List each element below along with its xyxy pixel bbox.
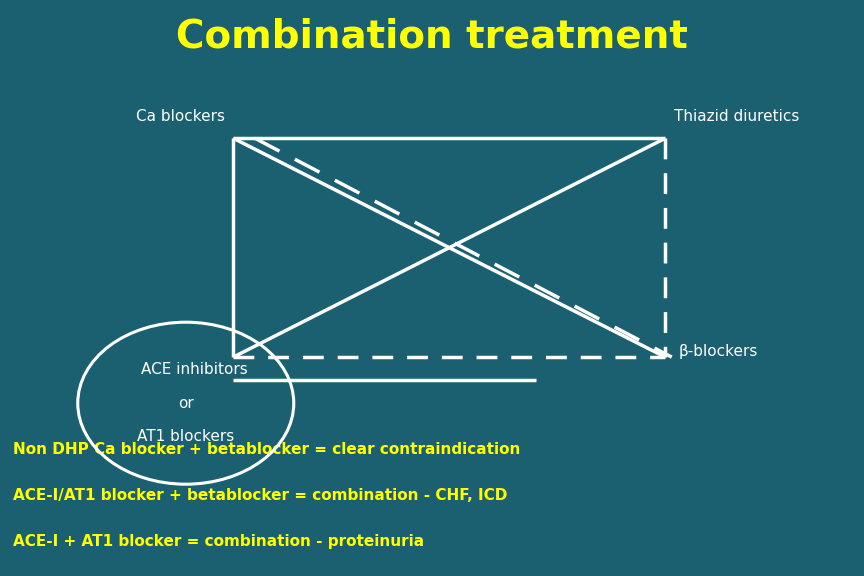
Text: ACE inhibitors: ACE inhibitors xyxy=(141,362,248,377)
Text: Thiazid diuretics: Thiazid diuretics xyxy=(674,109,799,124)
Text: ACE-I + AT1 blocker = combination - proteinuria: ACE-I + AT1 blocker = combination - prot… xyxy=(13,534,424,549)
Text: or: or xyxy=(178,396,194,411)
Text: AT1 blockers: AT1 blockers xyxy=(137,429,234,444)
Text: Combination treatment: Combination treatment xyxy=(176,17,688,55)
Text: Ca blockers: Ca blockers xyxy=(136,109,225,124)
Text: β-blockers: β-blockers xyxy=(678,344,758,359)
Text: Non DHP Ca blocker + betablocker = clear contraindication: Non DHP Ca blocker + betablocker = clear… xyxy=(13,442,520,457)
Text: ACE-I/AT1 blocker + betablocker = combination - CHF, ICD: ACE-I/AT1 blocker + betablocker = combin… xyxy=(13,488,507,503)
